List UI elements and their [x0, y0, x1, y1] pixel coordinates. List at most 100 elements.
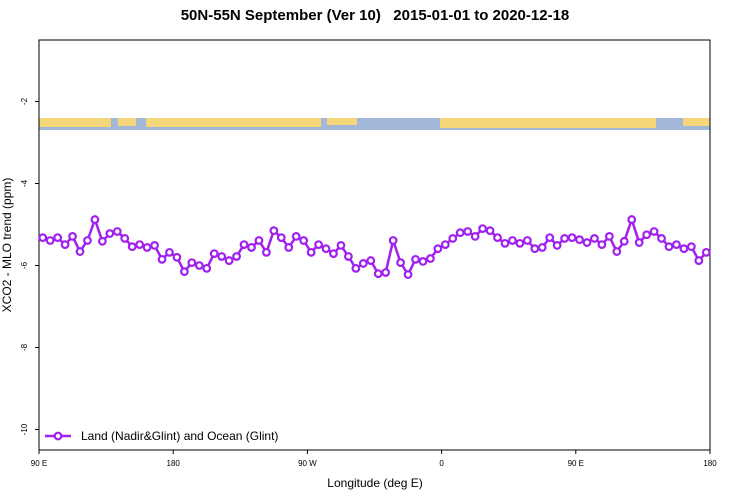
point [351, 263, 361, 273]
point [306, 247, 316, 257]
point [500, 238, 510, 248]
point [433, 244, 443, 254]
point [261, 247, 271, 257]
point [127, 242, 137, 252]
plot-frame [38, 39, 711, 451]
point [440, 240, 450, 249]
point [60, 240, 70, 249]
point [254, 236, 264, 245]
y-tick-label: -8 [20, 343, 29, 351]
point [672, 240, 681, 249]
point [112, 227, 122, 236]
chart-title: 50N-55N September (Ver 10) 2015-01-01 to… [181, 7, 570, 24]
point [366, 256, 376, 265]
point [120, 234, 130, 243]
legend-label: Land (Nadir&Glint) and Ocean (Glint) [81, 429, 278, 443]
point [299, 236, 309, 245]
point [150, 241, 159, 250]
point [604, 231, 614, 241]
point [381, 268, 391, 277]
x-tick-label: 90 E [31, 459, 47, 468]
point [284, 243, 294, 252]
point [194, 261, 204, 270]
land-ocean-strip [39, 118, 710, 130]
point [90, 215, 100, 224]
point [657, 234, 666, 243]
point [105, 229, 115, 238]
point [694, 256, 704, 265]
point [597, 240, 607, 249]
point [426, 254, 435, 263]
point [478, 224, 488, 234]
point [179, 267, 189, 277]
y-tick-label: -6 [20, 261, 29, 269]
point [172, 252, 182, 262]
x-axis-label: Longitude (deg E) [327, 476, 422, 490]
point [627, 215, 637, 224]
point [314, 240, 323, 249]
point [686, 242, 696, 252]
point [45, 236, 55, 245]
point [619, 236, 629, 246]
point [560, 234, 570, 243]
point [187, 258, 197, 268]
point [508, 236, 517, 245]
x-tick-label: 90 W [298, 459, 317, 468]
point [575, 235, 584, 245]
point [329, 249, 338, 259]
point [291, 231, 301, 241]
point [515, 238, 525, 248]
point [336, 241, 346, 250]
point [157, 254, 167, 264]
point [545, 233, 555, 243]
point [388, 236, 398, 245]
point [247, 243, 256, 252]
point [373, 269, 383, 279]
point [612, 247, 622, 256]
point [448, 234, 458, 243]
point [224, 256, 234, 265]
x-tick-label: 180 [167, 459, 181, 468]
y-tick-label: -2 [20, 97, 29, 105]
point [239, 240, 249, 249]
point [321, 244, 331, 254]
point [679, 244, 689, 254]
point [463, 227, 473, 236]
point [97, 236, 107, 246]
point [642, 230, 652, 240]
point [165, 247, 174, 257]
point [649, 227, 659, 236]
point [135, 240, 145, 249]
point [590, 234, 599, 243]
point [344, 252, 353, 261]
x-tick-label: 90 E [568, 459, 584, 468]
point [142, 243, 152, 252]
x-tick-label: 180 [703, 459, 717, 468]
point [485, 226, 495, 236]
point [418, 257, 428, 266]
point [470, 231, 480, 241]
point [552, 241, 562, 250]
point [403, 270, 413, 279]
point [75, 247, 85, 256]
point [276, 233, 286, 243]
point [537, 243, 547, 252]
point [701, 247, 711, 257]
point [530, 244, 540, 254]
point [53, 233, 63, 243]
point [232, 252, 241, 261]
point [209, 249, 219, 259]
point [455, 228, 465, 238]
point [68, 231, 77, 241]
point [38, 233, 48, 243]
legend-marker [53, 431, 63, 441]
point [358, 259, 368, 268]
point [664, 242, 674, 252]
y-tick-label: -4 [20, 179, 29, 187]
point [83, 236, 92, 245]
point [202, 263, 212, 273]
point [269, 226, 279, 236]
point [217, 252, 227, 261]
y-axis-label: XCO2 - MLO trend (ppm) [0, 178, 14, 313]
